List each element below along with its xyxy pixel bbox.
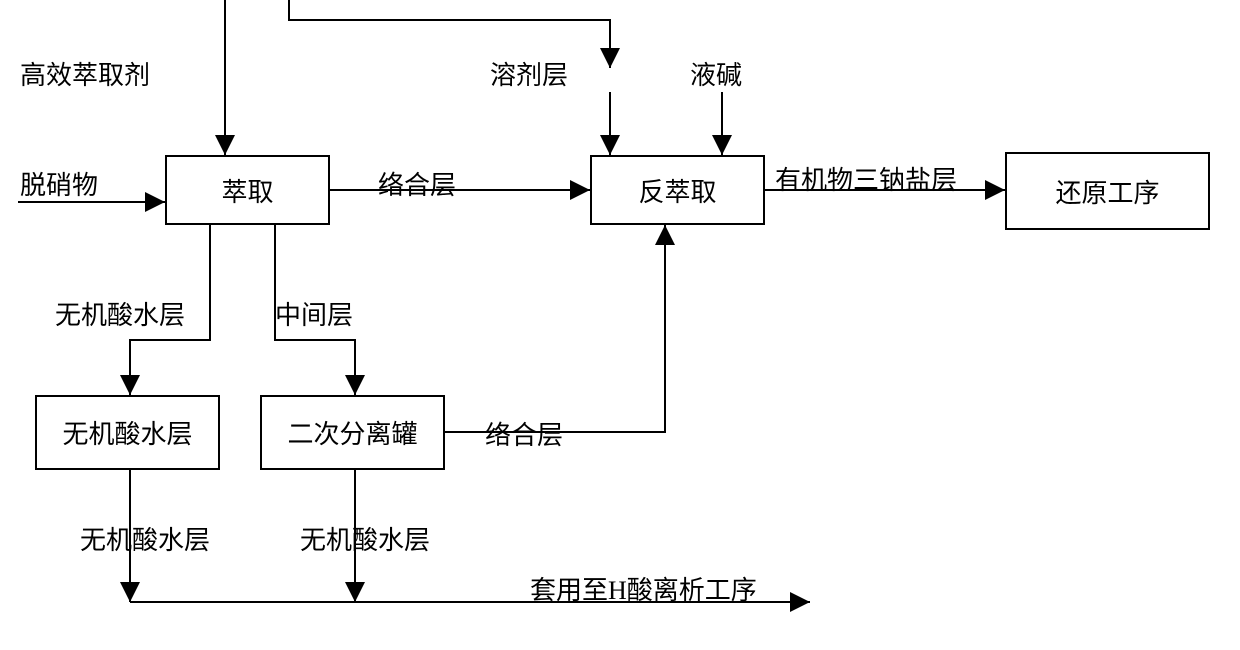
label-complex-layer-1: 络合层 <box>378 165 456 202</box>
node-acid-layer-box-label: 无机酸水层 <box>62 414 192 451</box>
label-solvent-layer: 溶剂层 <box>490 55 568 92</box>
label-acid-layer-2: 无机酸水层 <box>80 520 210 557</box>
label-acid-layer-3: 无机酸水层 <box>300 520 430 557</box>
label-complex-layer-2: 络合层 <box>485 415 563 452</box>
label-middle-layer: 中间层 <box>275 295 353 332</box>
node-sep-tank-label: 二次分离罐 <box>287 414 417 451</box>
node-extract: 萃取 <box>165 155 330 225</box>
label-alkali: 液碱 <box>690 55 742 92</box>
label-acid-layer-1: 无机酸水层 <box>55 295 185 332</box>
node-back-extract: 反萃取 <box>590 155 765 225</box>
node-reduce: 还原工序 <box>1005 152 1210 230</box>
label-to-h-acid: 套用至H酸离析工序 <box>530 570 757 607</box>
label-denitration: 脱硝物 <box>20 165 98 202</box>
node-extract-label: 萃取 <box>221 172 273 209</box>
node-back-extract-label: 反萃取 <box>638 172 716 209</box>
node-reduce-label: 还原工序 <box>1055 173 1159 210</box>
node-acid-layer-box: 无机酸水层 <box>35 395 220 470</box>
label-extractant: 高效萃取剂 <box>20 55 150 92</box>
label-trisodium: 有机物三钠盐层 <box>775 160 957 197</box>
node-sep-tank: 二次分离罐 <box>260 395 445 470</box>
